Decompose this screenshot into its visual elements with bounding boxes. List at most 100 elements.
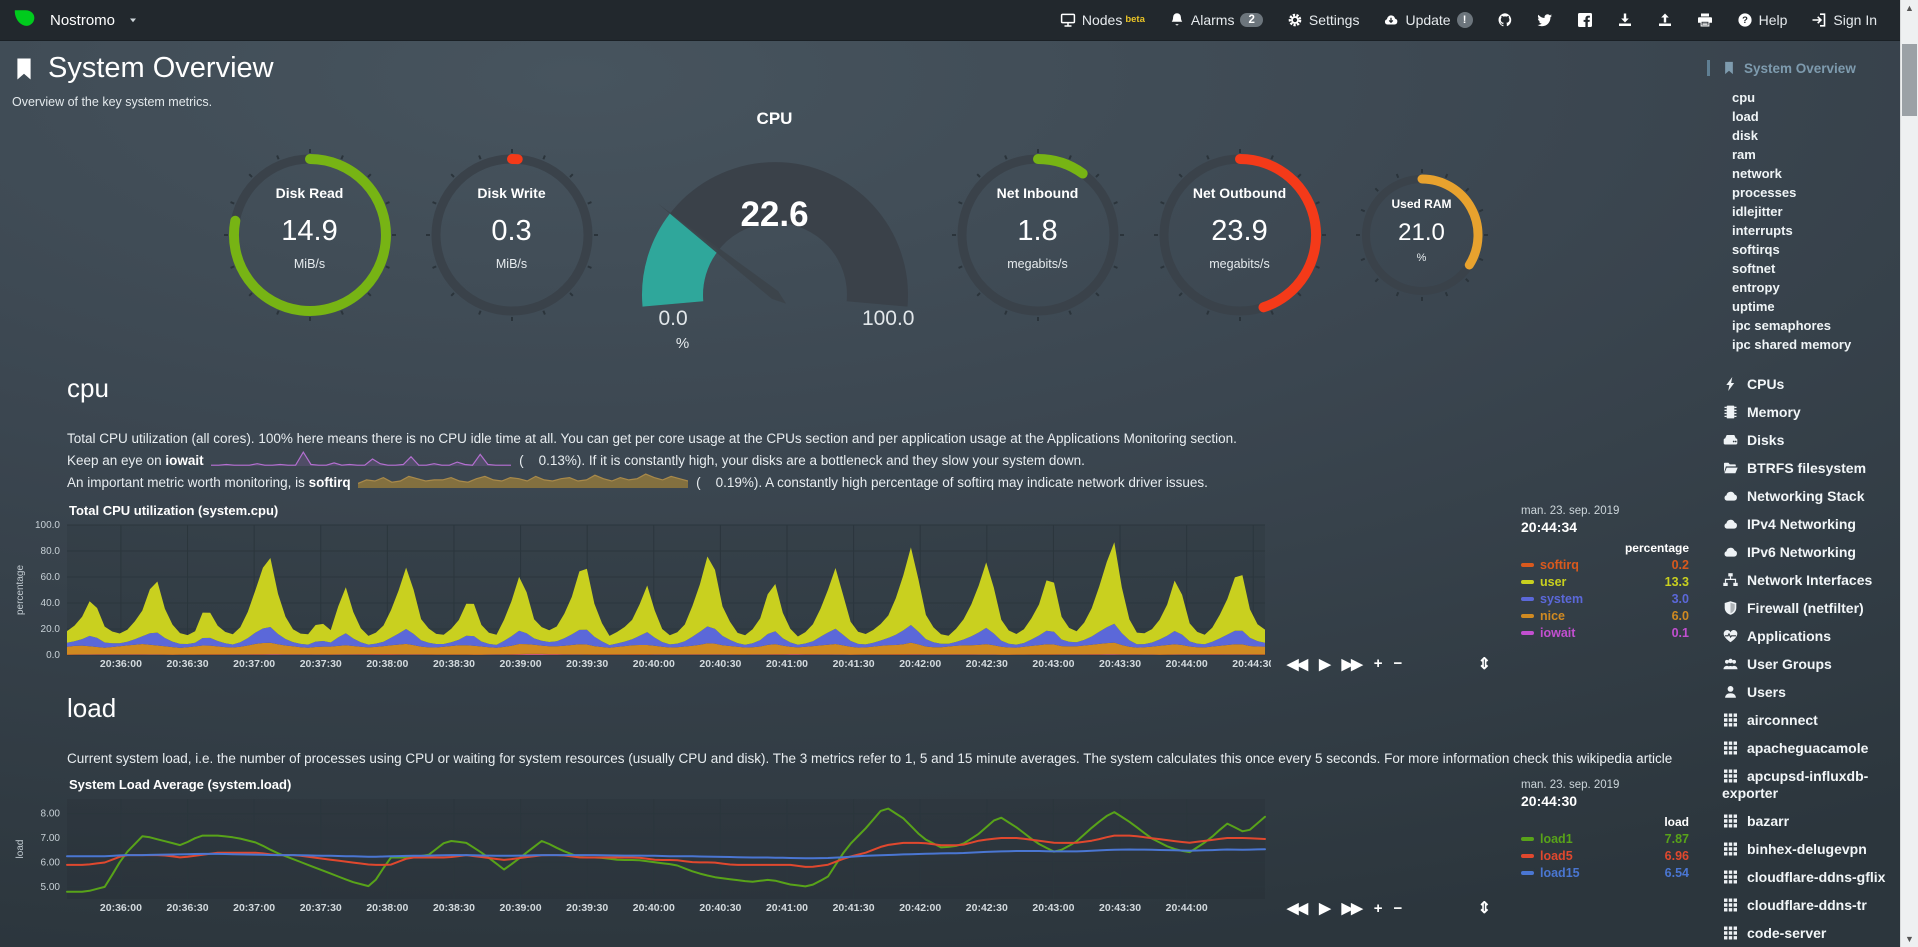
resize-handle-icon[interactable]: ⇕ <box>1477 900 1491 918</box>
sidebar-item-apacheguacamole[interactable]: apacheguacamole <box>1722 740 1918 757</box>
sidebar-item-uptime[interactable]: uptime <box>1732 299 1775 314</box>
nav-item-upload[interactable] <box>1657 12 1673 28</box>
svg-text:20:38:30: 20:38:30 <box>433 902 475 914</box>
sidebar-item-label: User Groups <box>1747 656 1832 672</box>
zoom-in-button[interactable]: + <box>1373 899 1383 917</box>
load-chart-plot[interactable]: 5.00 6.00 7.00 8.00 20:36:00 20:36:30 20:37:00… <box>12 794 1271 914</box>
page-scrollbar[interactable]: ▲ ▼ <box>1900 0 1918 947</box>
zoom-in-button[interactable]: + <box>1373 655 1383 673</box>
nav-item-badge: beta <box>1125 14 1145 25</box>
sidebar-item-binhex-delugevpn[interactable]: binhex-delugevpn <box>1722 841 1918 858</box>
svg-text:20:41:00: 20:41:00 <box>766 902 808 914</box>
heartbeat-icon <box>1722 628 1739 644</box>
resize-handle-icon[interactable]: ⇕ <box>1477 655 1491 673</box>
node-selector[interactable]: Nostromo <box>0 7 139 33</box>
sidebar-item-user-groups[interactable]: User Groups <box>1722 656 1918 673</box>
legend-row-nice[interactable]: nice 6.0 <box>1521 609 1699 623</box>
gauge-units: megabits/s <box>1007 257 1068 271</box>
sidebar-item-system-overview[interactable]: System Overview <box>1707 60 1918 76</box>
sidebar-item-apcupsd-influxdb-exporter[interactable]: apcupsd-influxdb-exporter <box>1722 768 1918 802</box>
sidebar-item-cloudflare-ddns-gflix[interactable]: cloudflare-ddns-gflix <box>1722 869 1918 886</box>
sidebar-item-ram[interactable]: ram <box>1732 147 1756 162</box>
svg-text:20:41:30: 20:41:30 <box>833 658 875 670</box>
sidebar-item-label: Applications <box>1747 628 1832 644</box>
scrollbar-up-icon[interactable]: ▲ <box>1905 3 1914 13</box>
nav-item-alarms[interactable]: Alarms 2 <box>1169 12 1263 28</box>
svg-text:20:38:00: 20:38:00 <box>366 902 408 914</box>
sidebar-item-softirqs[interactable]: softirqs <box>1732 242 1780 257</box>
legend-row-system[interactable]: system 3.0 <box>1521 592 1699 606</box>
legend-row-load5[interactable]: load5 6.96 <box>1521 849 1699 863</box>
nav-item-facebook[interactable] <box>1577 12 1593 28</box>
sidebar-item-cloudflare-ddns-tr[interactable]: cloudflare-ddns-tr <box>1722 897 1918 914</box>
sidebar-item-bazarr[interactable]: bazarr <box>1722 813 1918 830</box>
sidebar-item-networking-stack[interactable]: Networking Stack <box>1722 488 1918 505</box>
sidebar-item-users[interactable]: Users <box>1722 684 1918 701</box>
legend-row-load1[interactable]: load1 7.87 <box>1521 832 1699 846</box>
gauge-disk-read[interactable]: Disk Read 14.9 MiB/s <box>221 146 399 324</box>
nav-item-update[interactable]: Update! <box>1383 12 1473 28</box>
load-chart-title: System Load Average (system.load) <box>69 777 292 793</box>
pan-right-button[interactable]: ▶▶ <box>1341 900 1363 918</box>
pan-left-button[interactable]: ◀◀ <box>1287 655 1308 673</box>
cpu-chart-plot[interactable]: 0.0 20.0 40.0 60.0 80.0 100.0 20:36:00 20:36:30… <box>12 520 1274 670</box>
sidebar-item-entropy[interactable]: entropy <box>1732 280 1780 295</box>
legend-row-load15[interactable]: load15 6.54 <box>1521 866 1699 880</box>
pan-right-button[interactable]: ▶▶ <box>1341 655 1363 673</box>
gauge-net-inbound[interactable]: Net Inbound 1.8 megabits/s <box>949 146 1127 324</box>
nav-item-twitter[interactable] <box>1536 12 1553 28</box>
sidebar-item-airconnect[interactable]: airconnect <box>1722 712 1918 729</box>
scrollbar-thumb[interactable] <box>1902 44 1917 116</box>
wikipedia-link[interactable]: wikipedia article <box>1576 750 1673 766</box>
sidebar-item-btrfs-filesystem[interactable]: BTRFS filesystem <box>1722 460 1918 477</box>
legend-row-iowait[interactable]: iowait 0.1 <box>1521 626 1699 640</box>
svg-text:20:44:00: 20:44:00 <box>1166 902 1208 914</box>
sidebar-item-cpus[interactable]: CPUs <box>1722 376 1918 393</box>
nav-item-settings[interactable]: Settings <box>1287 12 1359 28</box>
sidebar-item-softnet[interactable]: softnet <box>1732 261 1776 276</box>
sidebar-item-ipv4-networking[interactable]: IPv4 Networking <box>1722 516 1918 533</box>
sidebar-item-network-interfaces[interactable]: Network Interfaces <box>1722 572 1918 589</box>
load-section-heading: load <box>67 692 117 723</box>
sidebar-item-cpu[interactable]: cpu <box>1732 90 1756 105</box>
sidebar-item-idlejitter[interactable]: idlejitter <box>1732 204 1783 219</box>
nav-item-github[interactable] <box>1497 12 1513 28</box>
nav-item-print[interactable] <box>1697 12 1713 28</box>
pan-left-button[interactable]: ◀◀ <box>1287 900 1308 918</box>
zoom-out-button[interactable]: − <box>1393 655 1402 673</box>
gauge-used-ram[interactable]: Used RAM 21.0% <box>1353 166 1491 304</box>
nav-item-download[interactable] <box>1617 12 1633 28</box>
legend-row-user[interactable]: user 13.3 <box>1521 575 1699 589</box>
zoom-out-button[interactable]: − <box>1393 899 1402 917</box>
sidebar-item-disks[interactable]: Disks <box>1722 432 1918 449</box>
sidebar-item-applications[interactable]: Applications <box>1722 628 1918 645</box>
sidebar-item-ipc-semaphores[interactable]: ipc semaphores <box>1732 318 1831 333</box>
sidebar-item-interrupts[interactable]: interrupts <box>1732 223 1793 238</box>
scrollbar-down-icon[interactable]: ▼ <box>1905 934 1914 944</box>
legend-row-softirq[interactable]: softirq 0.2 <box>1521 558 1699 572</box>
sidebar-item-code-server[interactable]: code-server <box>1722 925 1918 942</box>
sidebar-item-label: Users <box>1747 684 1786 700</box>
sidebar-item-ipv6-networking[interactable]: IPv6 Networking <box>1722 544 1918 561</box>
nav-item-sign-in[interactable]: Sign In <box>1811 12 1877 28</box>
legend-series-name: system <box>1540 591 1584 606</box>
chevron-down-icon[interactable] <box>127 14 139 26</box>
play-button[interactable]: ▶ <box>1319 655 1330 673</box>
sidebar-item-ipc-shared-memory[interactable]: ipc shared memory <box>1732 337 1852 352</box>
nav-item-help[interactable]: ? Help <box>1737 12 1787 28</box>
sidebar-item-processes[interactable]: processes <box>1732 185 1797 200</box>
sidebar-item-network[interactable]: network <box>1732 166 1782 181</box>
sidebar-item-disk[interactable]: disk <box>1732 128 1759 143</box>
sidebar-item-firewall-netfilter-[interactable]: Firewall (netfilter) <box>1722 600 1918 617</box>
gauge-net-outbound[interactable]: Net Outbound 23.9 megabits/s <box>1151 146 1329 324</box>
legend-series-name: iowait <box>1540 625 1576 640</box>
sidebar-item-load[interactable]: load <box>1732 109 1759 124</box>
sidebar-item-memory[interactable]: Memory <box>1722 404 1918 421</box>
gauge-disk-write[interactable]: Disk Write 0.3 MiB/s <box>423 146 601 324</box>
sidebar-item-label: BTRFS filesystem <box>1747 460 1867 476</box>
nav-item-nodes[interactable]: Nodes beta <box>1060 12 1145 28</box>
play-button[interactable]: ▶ <box>1319 900 1330 918</box>
legend-series-value: 13.3 <box>1664 574 1689 589</box>
gauge-cpu[interactable]: CPU 22.6 0.0 100.0% <box>625 109 925 361</box>
